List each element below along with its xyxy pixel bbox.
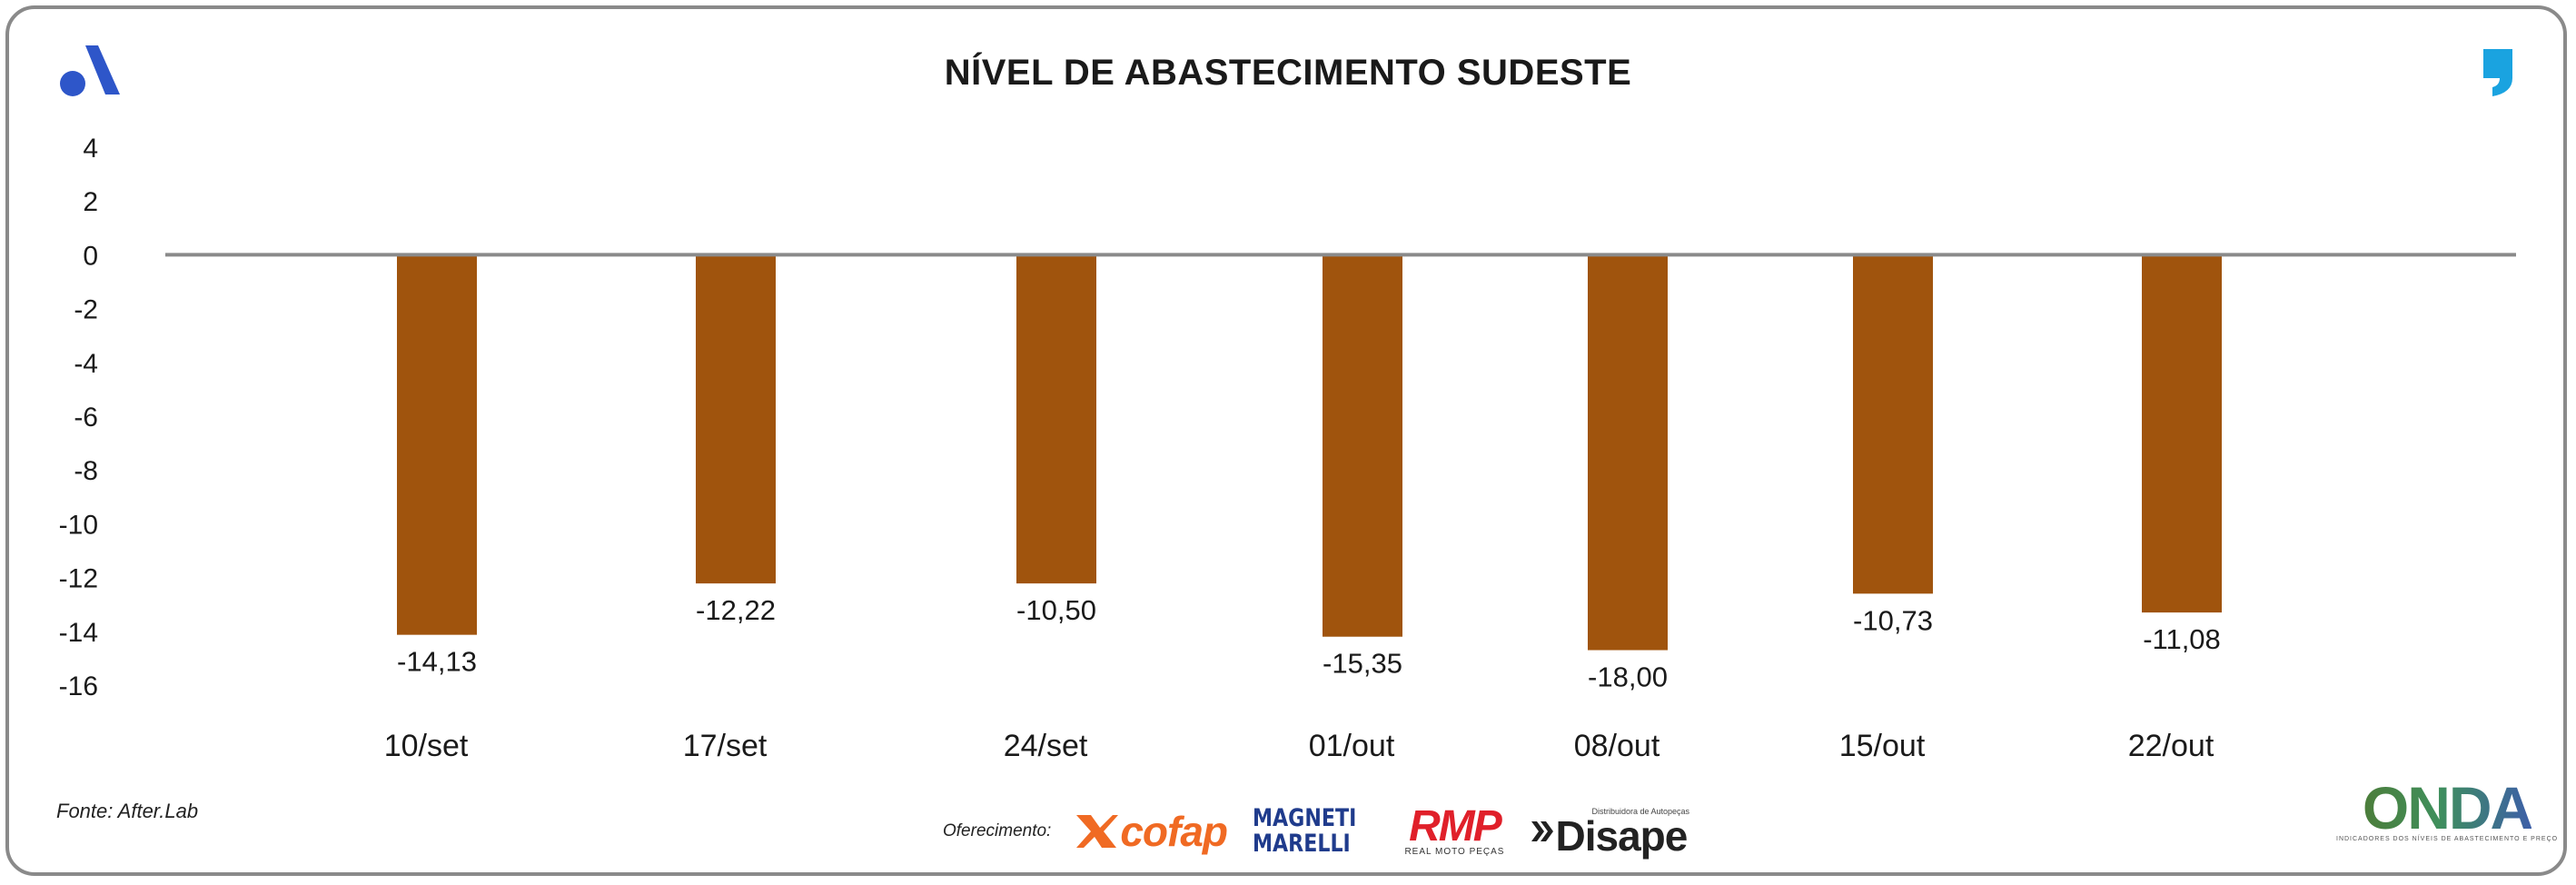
- bar: [1853, 254, 1933, 594]
- data-label: -14,13: [397, 646, 477, 678]
- disape-logo: Distribuidora de Autopeças Disape: [1530, 807, 1690, 860]
- data-labels: -14,13 -12,22 -10,50 -15,35 -18,00 -10,73 -11,…: [397, 594, 2221, 692]
- rmp-wordmark: RMP: [1409, 801, 1502, 850]
- data-label: -18,00: [1588, 661, 1668, 693]
- chart-title: NÍVEL DE ABASTECIMENTO SUDESTE: [944, 53, 1632, 93]
- bar: [1016, 254, 1096, 584]
- y-tick-label: -2: [74, 295, 98, 325]
- disape-subtitle: Distribuidora de Autopeças: [1591, 807, 1690, 816]
- data-label: -15,35: [1323, 648, 1402, 680]
- bar: [1588, 254, 1668, 651]
- y-tick-label: 2: [83, 187, 98, 217]
- brand-a-logo-icon: [58, 42, 122, 103]
- x-tick-label: 22/out: [2128, 729, 2214, 763]
- y-tick-label: -14: [59, 618, 98, 648]
- onda-wordmark: ONDA: [2362, 774, 2533, 841]
- comma-quote-icon: [2480, 47, 2516, 103]
- x-tick-label: 24/set: [1004, 729, 1088, 763]
- data-label: -10,73: [1853, 604, 1933, 636]
- y-tick-label: -4: [74, 349, 98, 379]
- cofap-wordmark: cofap: [1120, 808, 1228, 855]
- y-tick-label: -8: [74, 456, 98, 486]
- rmp-logo: RMP REAL MOTO PEÇAS: [1404, 801, 1505, 857]
- y-tick-label: 0: [83, 241, 98, 271]
- y-tick-label: 4: [83, 134, 98, 164]
- sponsors-label: Oferecimento:: [943, 821, 1052, 840]
- disape-wordmark: Disape: [1555, 812, 1688, 860]
- marelli-line: MARELLI: [1253, 830, 1351, 858]
- y-tick-label: -12: [59, 564, 98, 594]
- data-label: -11,08: [2143, 623, 2221, 655]
- data-label: -12,22: [696, 594, 776, 626]
- bar-chart: 4 2 0 -2 -4 -6 -8 -10 -12 -14 -16 -14,13 -12,22 -10,…: [59, 134, 2516, 763]
- y-axis-ticks: 4 2 0 -2 -4 -6 -8 -10 -12 -14 -16: [59, 134, 98, 701]
- cofap-logo: cofap: [1073, 807, 1228, 856]
- x-tick-label: 15/out: [1839, 729, 1926, 763]
- onda-tagline: INDICADORES DOS NÍVEIS DE ABASTECIMENTO …: [2336, 836, 2559, 842]
- bar: [1323, 254, 1402, 637]
- bar: [696, 254, 776, 584]
- y-tick-label: -16: [59, 671, 98, 701]
- data-label: -10,50: [1016, 594, 1096, 626]
- source-note: Fonte: After.Lab: [56, 800, 199, 822]
- bar: [397, 254, 477, 635]
- bar: [2142, 254, 2222, 613]
- x-tick-label: 01/out: [1309, 729, 1395, 763]
- double-chevron-icon: [1531, 821, 1554, 841]
- rmp-subtitle: REAL MOTO PEÇAS: [1404, 846, 1505, 857]
- y-tick-label: -10: [59, 510, 98, 540]
- magneti-line: MAGNETI: [1253, 804, 1357, 832]
- x-tick-label: 10/set: [384, 729, 469, 763]
- cofap-x-icon: [1076, 815, 1119, 848]
- bar-series: [397, 254, 2222, 651]
- y-tick-label: -6: [74, 403, 98, 433]
- x-axis-ticks: 10/set 17/set 24/set 01/out 08/out 15/out 22/o…: [384, 729, 2214, 763]
- x-tick-label: 17/set: [683, 729, 768, 763]
- x-tick-label: 08/out: [1574, 729, 1660, 763]
- sponsors-bar: Oferecimento: cofap MAGNETI MARELLI RMP …: [943, 800, 1715, 863]
- magneti-marelli-logo: MAGNETI MARELLI: [1253, 806, 1379, 857]
- onda-logo: ONDA INDICADORES DOS NÍVEIS DE ABASTECIM…: [2336, 774, 2559, 842]
